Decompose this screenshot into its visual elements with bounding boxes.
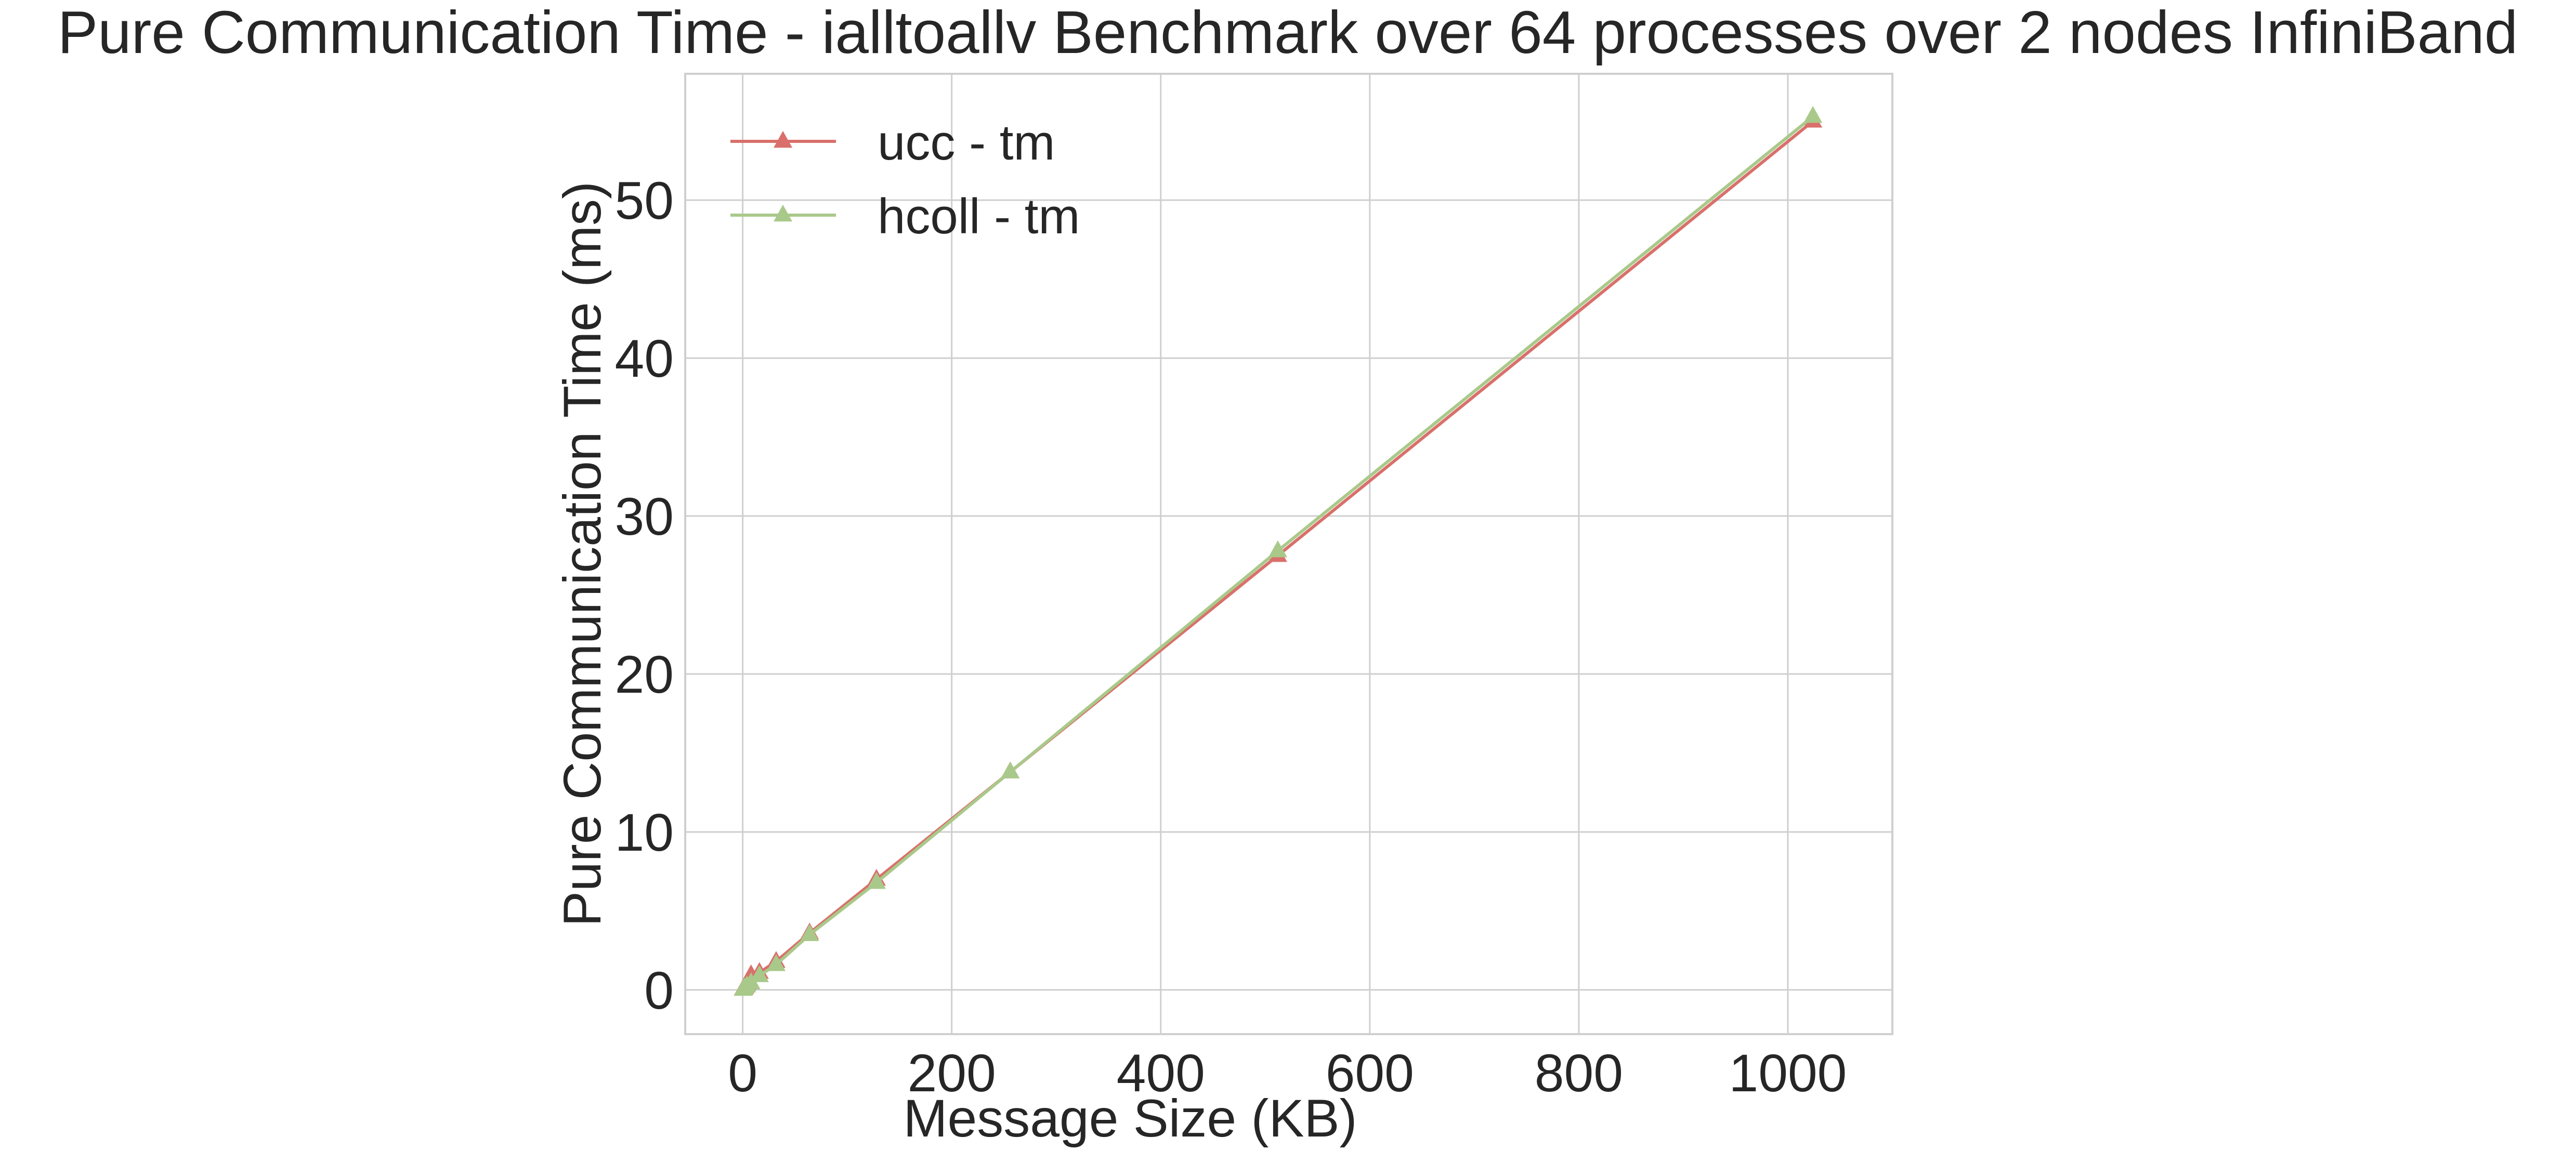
legend-marker [774,204,792,222]
data-point [1803,105,1823,123]
x-tick-label: 600 [1326,1043,1414,1103]
legend-label: hcoll - tm [878,189,1080,244]
plot-frame [684,73,1893,1035]
y-tick-label: 30 [615,487,674,546]
x-tick-label: 200 [908,1043,996,1103]
series-1 [734,105,1823,996]
data-point [1001,761,1020,778]
legend-label: ucc - tm [878,115,1055,170]
y-axis-label: Pure Communication Time (ms) [553,181,612,927]
data-point [867,872,886,889]
y-tick-label: 50 [615,171,674,230]
x-axis-ticks: 0 200 400 600 800 1000 [728,1043,1847,1103]
y-tick-label: 0 [644,961,674,1020]
legend-marker [774,130,792,148]
data-point [766,954,786,971]
chart-title: Pure Communication Time - ialltoallv Ben… [58,0,2518,66]
series-layer [734,105,1823,996]
x-axis-label: Message Size (KB) [904,1089,1357,1148]
y-tick-label: 20 [615,645,674,704]
y-axis-ticks: 0 10 20 30 40 50 [615,171,674,1020]
legend: ucc - tm hcoll - tm [730,115,1080,244]
grid [685,74,1892,1034]
legend-item: ucc - tm [730,115,1055,170]
x-tick-label: 1000 [1729,1043,1847,1103]
data-point [800,924,819,941]
data-point [750,965,769,982]
data-point [1268,540,1287,558]
legend-item: hcoll - tm [730,189,1080,244]
y-tick-label: 40 [615,329,674,388]
x-tick-label: 400 [1117,1043,1205,1103]
x-tick-label: 800 [1535,1043,1623,1103]
x-tick-label: 0 [728,1043,757,1103]
y-tick-label: 10 [615,803,674,862]
